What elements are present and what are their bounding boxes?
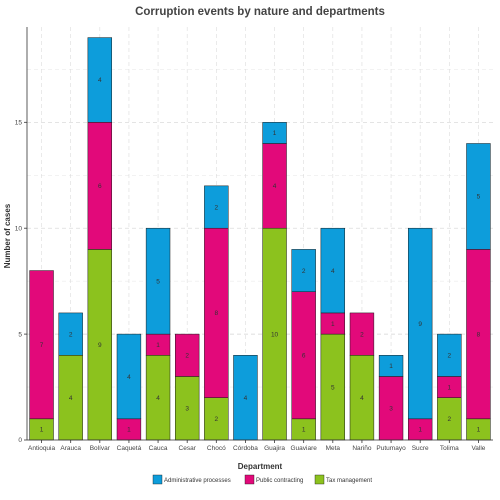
- x-tick-label: Bolívar: [90, 445, 111, 452]
- segment-value-label: 3: [389, 406, 393, 413]
- segment-value-label: 4: [127, 374, 131, 381]
- segment-value-label: 4: [331, 268, 335, 275]
- x-tick-label: Antioquia: [28, 445, 55, 452]
- segment-value-label: 7: [40, 342, 44, 349]
- bar-segment: [204, 185, 229, 229]
- chart-title: Corruption events by nature and departme…: [135, 6, 385, 18]
- segment-value-label: 8: [215, 310, 219, 317]
- segment-value-label: 1: [273, 130, 277, 137]
- bar-segment: [320, 227, 346, 314]
- segment-value-label: 2: [215, 204, 219, 211]
- bar-segment: [349, 312, 375, 356]
- bars: [29, 37, 491, 441]
- bar-segment: [174, 333, 200, 377]
- segment-value-label: 6: [98, 183, 102, 190]
- bar-segment: [87, 37, 113, 123]
- y-tick-label: 10: [15, 225, 23, 232]
- bar-segment: [145, 227, 171, 335]
- bar-segment: [29, 270, 54, 420]
- bar-segment: [466, 143, 491, 250]
- segment-value-label: 2: [302, 268, 306, 275]
- legend-swatch: [314, 474, 325, 485]
- x-tick-label: Nariño: [352, 445, 372, 452]
- x-tick-label: Córdoba: [233, 445, 258, 452]
- bar-segment: [291, 249, 316, 292]
- segment-value-label: 8: [477, 331, 481, 338]
- segment-value-label: 2: [215, 416, 219, 423]
- legend-label: Administrative processes: [164, 478, 231, 484]
- segment-value-label: 4: [98, 77, 102, 84]
- x-axis: Antioquia Arauca Bolívar Caquetá Cauca Cesar C…: [27, 439, 493, 452]
- x-axis-title: Department: [238, 462, 283, 471]
- x-tick-label: Guajira: [264, 445, 285, 452]
- bar-segment: [262, 122, 287, 144]
- bar-segment: [58, 312, 83, 356]
- segment-value-label: 1: [40, 427, 44, 434]
- segment-value-label: 4: [156, 395, 160, 402]
- legend-label: Tax management: [326, 478, 372, 484]
- segment-value-label: 1: [302, 427, 306, 434]
- y-tick-label: 15: [15, 120, 23, 127]
- segment-value-label: 1: [448, 384, 452, 391]
- segment-value-label: 6: [302, 353, 306, 360]
- x-tick-label: Valle: [471, 445, 485, 452]
- segment-value-label: 4: [273, 183, 277, 190]
- x-tick-label: Caquetá: [117, 445, 142, 452]
- segment-value-label: 2: [360, 331, 364, 338]
- bar-segment: [116, 333, 142, 420]
- y-tick-label: 5: [18, 331, 22, 338]
- y-axis: 0 5 10 15: [15, 27, 28, 444]
- segment-value-label: 1: [418, 427, 422, 434]
- segment-value-label: 4: [69, 395, 73, 402]
- segment-value-label: 2: [69, 331, 73, 338]
- segment-labels: 1 7 4 2 9 6 4 1 4 4 1 5 3 2 2 8 2 4 10 4 1 1 6 2 5 1 4 4 2 3 1 1 9 2 1 2 1 8 5: [40, 77, 481, 433]
- bar-segment: [437, 333, 462, 377]
- legend: Administrative processes Public contracti…: [152, 474, 372, 485]
- x-tick-label: Cauca: [149, 445, 168, 452]
- segment-value-label: 1: [127, 427, 131, 434]
- legend-swatch: [244, 474, 255, 485]
- segment-value-label: 1: [156, 342, 160, 349]
- segment-value-label: 5: [477, 194, 481, 201]
- x-tick-label: Arauca: [60, 445, 81, 452]
- segment-value-label: 4: [244, 395, 248, 402]
- segment-value-label: 4: [360, 395, 364, 402]
- x-tick-label: Meta: [326, 445, 341, 452]
- legend-swatch: [152, 474, 163, 485]
- segment-value-label: 5: [331, 384, 335, 391]
- y-tick-label: 0: [18, 437, 22, 444]
- segment-value-label: 10: [271, 331, 279, 338]
- segment-value-label: 9: [98, 342, 102, 349]
- x-tick-label: Cesar: [179, 445, 197, 452]
- bar-segment: [378, 355, 404, 377]
- x-tick-label: Tolima: [440, 445, 459, 452]
- segment-value-label: 2: [448, 353, 452, 360]
- segment-value-label: 2: [448, 416, 452, 423]
- bar-segment: [407, 227, 433, 420]
- segment-value-label: 5: [156, 278, 160, 285]
- segment-value-label: 1: [477, 427, 481, 434]
- x-tick-label: Putumayo: [376, 445, 406, 452]
- x-tick-label: Chocó: [207, 445, 226, 452]
- segment-value-label: 3: [185, 406, 189, 413]
- legend-label: Public contracting: [256, 478, 303, 484]
- segment-value-label: 9: [418, 321, 422, 328]
- x-tick-label: Guaviare: [291, 445, 318, 452]
- y-axis-title: Number of cases: [3, 203, 12, 268]
- segment-value-label: 2: [185, 353, 189, 360]
- segment-value-label: 1: [331, 321, 335, 328]
- segment-value-label: 1: [389, 363, 393, 370]
- x-tick-label: Sucre: [412, 445, 429, 452]
